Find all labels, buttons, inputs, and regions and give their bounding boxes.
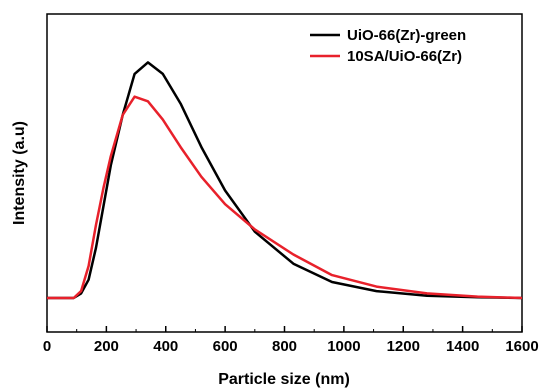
x-tick-label: 200: [94, 338, 119, 355]
y-axis-label: Intensity (a.u): [11, 121, 28, 225]
series-layer: [47, 61, 523, 300]
legend-label-series-2: 10SA/UiO-66(Zr): [347, 48, 462, 65]
x-tick-label: 1600: [505, 338, 538, 355]
x-tick-label: 800: [272, 338, 297, 355]
x-ticks: 0 200 400 600 800 1000 1200 1400 1600: [43, 326, 539, 355]
x-tick-label: 1000: [327, 338, 360, 355]
x-tick-label: 1400: [446, 338, 479, 355]
series-line-2: [47, 95, 523, 300]
x-tick-label: 400: [153, 338, 178, 355]
x-tick-label: 1200: [387, 338, 420, 355]
x-axis-label: Particle size (nm): [218, 371, 350, 388]
legend-label-series-1: UiO-66(Zr)-green: [347, 27, 466, 44]
series-line-1: [47, 61, 523, 300]
x-tick-label: 0: [43, 338, 51, 355]
legend: UiO-66(Zr)-green 10SA/UiO-66(Zr): [310, 27, 466, 65]
x-tick-label: 600: [213, 338, 238, 355]
